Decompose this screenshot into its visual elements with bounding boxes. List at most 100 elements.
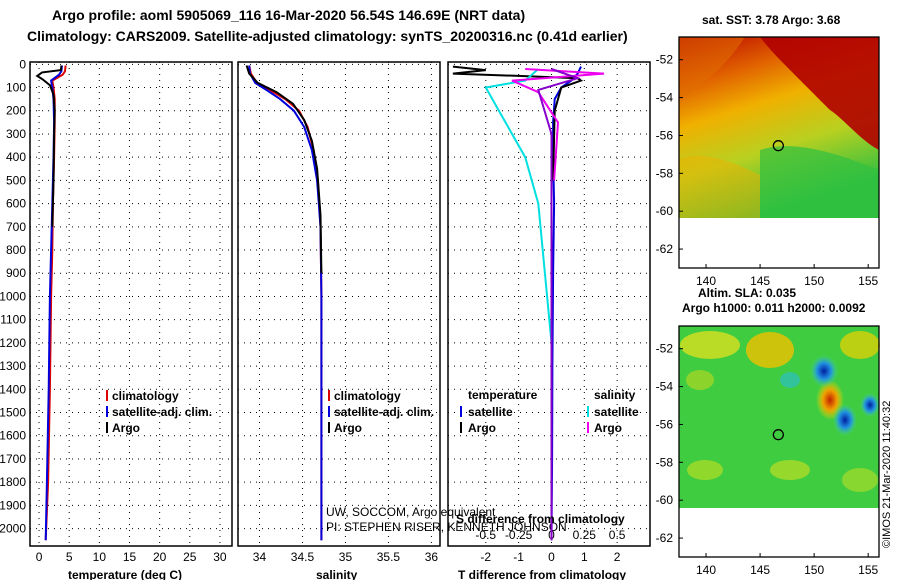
depth-tick-label: 1200: [0, 336, 26, 350]
x-tick-label: 36: [425, 550, 439, 564]
difference-panel: -2 -1 0 1 2 -0.5 -0.25 0 0.25 0.5 T difference f…: [447, 61, 651, 580]
legend-swatch-s-argo: [587, 422, 589, 433]
x-tick-label: 0: [548, 550, 555, 564]
secondary-tick-label: -0.25: [505, 528, 533, 542]
map-xtick-label: 150: [804, 563, 824, 577]
x-tick-label: 5: [66, 550, 73, 564]
salinity-axes-frame: [237, 61, 441, 547]
secondary-tick-label: -0.5: [475, 528, 496, 542]
float-position-marker: [772, 429, 785, 441]
legend-swatch-s-satellite: [587, 406, 589, 417]
depth-tick-label: 700: [6, 220, 26, 234]
temperature-lines: [35, 65, 67, 541]
sla-map-title-1: Altim. SLA: 0.035: [698, 286, 796, 300]
legend-swatch-argo: [106, 422, 108, 433]
salinity-panel: 34 34.5 35 35.5 36 salinity climatology sate…: [237, 61, 567, 580]
legend-satellite: satellite-adj. clim.: [112, 405, 212, 419]
credit-line-1: UW, SOCCOM, Argo equivalent: [326, 505, 496, 519]
legend-argo: Argo: [112, 421, 140, 435]
legend-swatch-climatology: [106, 390, 108, 401]
salinity-lines: [245, 65, 323, 541]
map-ytick-label: -58: [656, 455, 674, 469]
series-climatology: [44, 65, 67, 541]
depth-tick-label: 1000: [0, 289, 26, 303]
map-xtick-label: 145: [750, 274, 770, 288]
x-tick-label: 34.5: [291, 550, 315, 564]
depth-tick-label: 1500: [0, 406, 26, 420]
legend-swatch-t-satellite: [460, 406, 462, 417]
map-ytick-label: -58: [656, 166, 674, 180]
salinity-grid: [238, 62, 440, 546]
legend-swatch-t-argo: [460, 422, 462, 433]
depth-tick-label: 200: [6, 104, 26, 118]
sla-heatmap: [679, 326, 880, 508]
map-xtick-label: 155: [858, 563, 878, 577]
difference-grid: [448, 62, 650, 546]
sst-map-frame: [678, 36, 880, 269]
sst-map-ticks: -52 -54 -56 -58 -60 -62 140 145 150 155: [656, 53, 879, 288]
map-ytick-label: -54: [656, 380, 674, 394]
temperature-tick-labels: 0 5 10 15 20 25 30: [36, 550, 227, 564]
legend-t-satellite: satellite: [468, 405, 513, 419]
legend-satellite: satellite-adj. clim.: [334, 405, 434, 419]
legend-climatology: climatology: [112, 389, 179, 403]
map-xtick-label: 140: [696, 274, 716, 288]
depth-tick-label: 2000: [0, 522, 26, 536]
map-ytick-label: -62: [656, 531, 674, 545]
difference-secondary-xlabel: S difference from climatology: [456, 512, 625, 526]
depth-tick-label: 100: [6, 81, 26, 95]
map-xtick-label: 145: [750, 563, 770, 577]
sla-map-panel: Altim. SLA: 0.035 Argo h1000: 0.011 h200…: [656, 286, 880, 577]
map-ytick-label: -52: [656, 342, 674, 356]
map-ytick-label: -54: [656, 91, 674, 105]
difference-legend: temperature satellite Argo salinity sate…: [460, 388, 639, 435]
depth-tick-labels: 0 100 200 300 400 500 600 700 800 900 1000 1100 1200…: [0, 57, 26, 535]
legend-s-satellite: satellite: [594, 405, 639, 419]
salinity-legend: climatology satellite-adj. clim. Argo: [328, 389, 434, 435]
series-temperature-satellite: [550, 66, 582, 541]
title-line-2: Climatology: CARS2009. Satellite-adjuste…: [27, 28, 628, 44]
series-satellite: [248, 65, 323, 541]
x-tick-label: 1: [581, 550, 588, 564]
depth-tick-label: 1800: [0, 475, 26, 489]
legend-argo: Argo: [334, 421, 362, 435]
float-position-marker: [772, 140, 785, 152]
x-tick-label: 2: [614, 550, 621, 564]
depth-tick-label: 1100: [0, 313, 26, 327]
sst-map-title: sat. SST: 3.78 Argo: 3.68: [702, 13, 841, 27]
map-xtick-label: 140: [696, 563, 716, 577]
legend-temperature-title: temperature: [468, 388, 538, 402]
temperature-xlabel: temperature (deg C): [68, 568, 182, 580]
map-xtick-label: 155: [858, 274, 878, 288]
depth-tick-label: 1600: [0, 429, 26, 443]
depth-tick-label: 1300: [0, 359, 26, 373]
temperature-legend: climatology satellite-adj. clim. Argo: [106, 389, 212, 435]
difference-tick-labels: -2 -1 0 1 2: [480, 550, 620, 564]
legend-t-argo: Argo: [468, 421, 496, 435]
map-ytick-label: -56: [656, 417, 674, 431]
series-argo: [245, 65, 323, 274]
credit-line-2: PI: STEPHEN RISER, KENNETH JOHNSON: [326, 520, 567, 534]
legend-swatch-climatology: [328, 390, 330, 401]
difference-axes-frame: [447, 61, 651, 547]
x-tick-label: 20: [153, 550, 167, 564]
x-tick-label: -1: [513, 550, 524, 564]
temperature-panel: 0100200300400500600700800900100011001200…: [0, 57, 233, 580]
series-salinity-climatology: [537, 68, 581, 541]
sla-map-frame: [678, 325, 880, 558]
series-salinity-argo: [511, 68, 605, 181]
legend-climatology: climatology: [334, 389, 401, 403]
secondary-tick-label: 0.5: [609, 528, 626, 542]
salinity-xlabel: salinity: [316, 568, 358, 580]
series-argo: [35, 65, 63, 227]
depth-tick-label: 600: [6, 197, 26, 211]
depth-tick-label: 1700: [0, 452, 26, 466]
sst-heatmap: [679, 37, 879, 218]
depth-tick-label: 1900: [0, 498, 26, 512]
map-ytick-label: -60: [656, 493, 674, 507]
depth-tick-label: 1400: [0, 382, 26, 396]
temperature-grid: [30, 62, 232, 546]
x-tick-label: 0: [36, 550, 43, 564]
depth-tick-label: 0: [19, 57, 26, 71]
legend-swatch-satellite: [328, 406, 330, 417]
